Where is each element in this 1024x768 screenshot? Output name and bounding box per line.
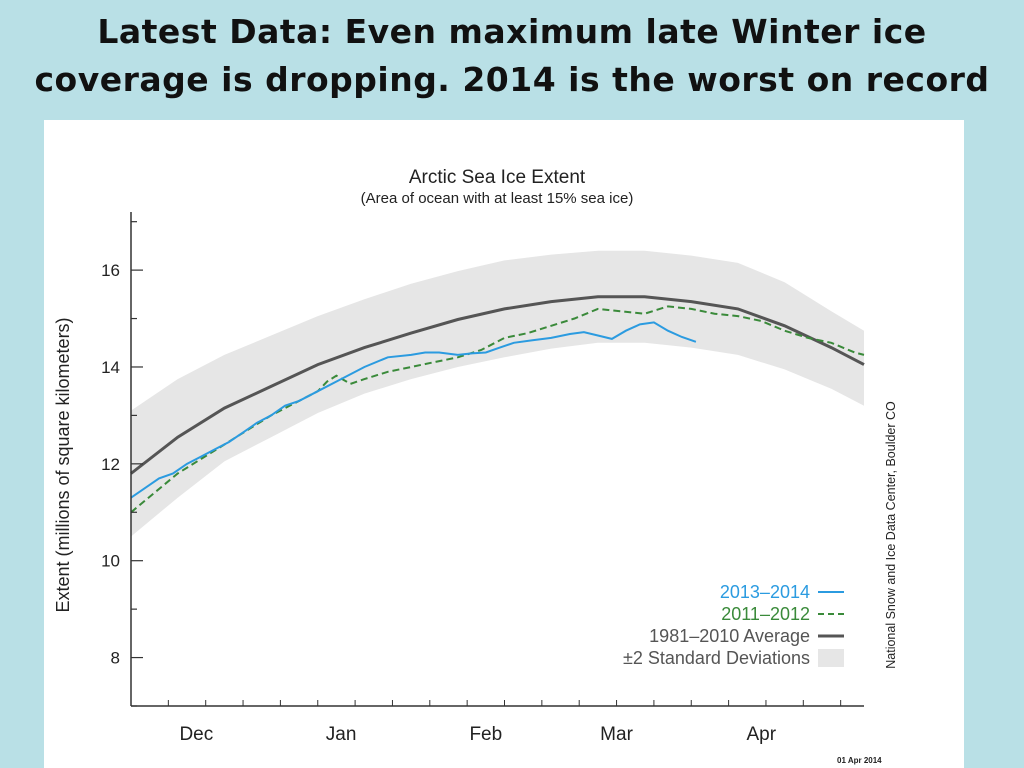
slide-title-line-2: coverage is dropping. 2014 is the worst … [34, 60, 990, 99]
chart-subtitle: (Area of ocean with at least 15% sea ice… [361, 190, 634, 207]
series-2013-2014-line [130, 321, 697, 499]
x-axis-ticks: Dec Jan Feb Mar Apr [130, 700, 842, 745]
legend-label: 2013–2014 [720, 582, 810, 602]
date-stamp: 01 Apr 2014 [837, 756, 882, 765]
axes [130, 212, 864, 707]
std-dev-band-layer [131, 250, 864, 537]
legend-label: ±2 Standard Deviations [623, 648, 810, 668]
slide-title: Latest Data: Even maximum late Winter ic… [0, 8, 1024, 104]
x-tick-label-feb: Feb [469, 724, 502, 745]
chart-title: Arctic Sea Ice Extent [409, 167, 586, 188]
y-tick-label: 10 [101, 552, 120, 571]
legend-label: 1981–2010 Average [649, 626, 810, 646]
y-tick-label: 16 [101, 261, 120, 280]
y-axis-label: Extent (millions of square kilometers) [53, 317, 73, 612]
y-axis-ticks: 8 10 12 14 16 [101, 221, 143, 707]
y-tick-label: 12 [101, 455, 120, 474]
series-average-line [130, 295, 865, 475]
chart-panel: Arctic Sea Ice Extent (Area of ocean wit… [44, 120, 964, 768]
y-tick-label: 8 [111, 649, 120, 668]
y-tick-label: 14 [101, 358, 120, 377]
x-tick-label-apr: Apr [746, 724, 776, 745]
std-dev-band [131, 250, 864, 537]
slide-title-line-1: Latest Data: Even maximum late Winter ic… [97, 12, 927, 51]
legend-swatch [818, 649, 844, 667]
x-tick-label-jan: Jan [326, 724, 357, 745]
x-tick-label-dec: Dec [179, 724, 213, 745]
sea-ice-chart: Arctic Sea Ice Extent (Area of ocean wit… [53, 167, 898, 765]
x-tick-label-mar: Mar [600, 724, 633, 745]
legend-label: 2011–2012 [721, 604, 810, 624]
series-2011-2012-line [130, 305, 865, 514]
data-credit: National Snow and Ice Data Center, Bould… [884, 401, 898, 669]
series-layer [130, 295, 865, 514]
